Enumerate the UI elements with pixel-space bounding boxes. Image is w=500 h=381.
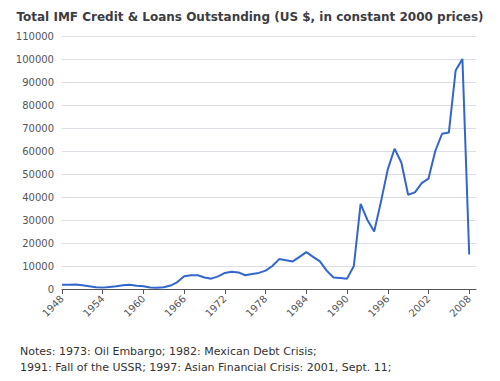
svg-text:2008: 2008 xyxy=(447,293,473,319)
svg-text:1990: 1990 xyxy=(325,293,351,319)
svg-text:40000: 40000 xyxy=(22,192,54,203)
svg-text:Total IMF Credit & Loans Outst: Total IMF Credit & Loans Outstanding (US… xyxy=(16,10,483,24)
svg-text:1996: 1996 xyxy=(366,293,392,319)
svg-text:1984: 1984 xyxy=(284,293,310,319)
svg-text:1954: 1954 xyxy=(81,293,107,319)
svg-text:70000: 70000 xyxy=(22,123,54,134)
svg-text:1966: 1966 xyxy=(162,293,188,319)
svg-text:1972: 1972 xyxy=(203,293,229,319)
svg-text:1991: Fall of the USSR; 1997:: 1991: Fall of the USSR; 1997: Asian Fina… xyxy=(20,361,391,374)
svg-text:50000: 50000 xyxy=(22,169,54,180)
svg-text:1960: 1960 xyxy=(122,293,148,319)
svg-text:20000: 20000 xyxy=(22,238,54,249)
svg-text:90000: 90000 xyxy=(22,77,54,88)
svg-text:80000: 80000 xyxy=(22,100,54,111)
svg-text:2002: 2002 xyxy=(407,293,433,319)
svg-text:0: 0 xyxy=(48,284,54,295)
svg-text:110000: 110000 xyxy=(16,31,54,42)
svg-text:60000: 60000 xyxy=(22,146,54,157)
svg-text:30000: 30000 xyxy=(22,215,54,226)
svg-text:10000: 10000 xyxy=(22,261,54,272)
svg-text:1948: 1948 xyxy=(40,293,66,319)
svg-text:1978: 1978 xyxy=(244,293,270,319)
svg-text:100000: 100000 xyxy=(16,54,54,65)
svg-text:Notes: 1973: Oil Embargo; 1982: Notes: 1973: Oil Embargo; 1982: Mexican … xyxy=(20,345,317,358)
